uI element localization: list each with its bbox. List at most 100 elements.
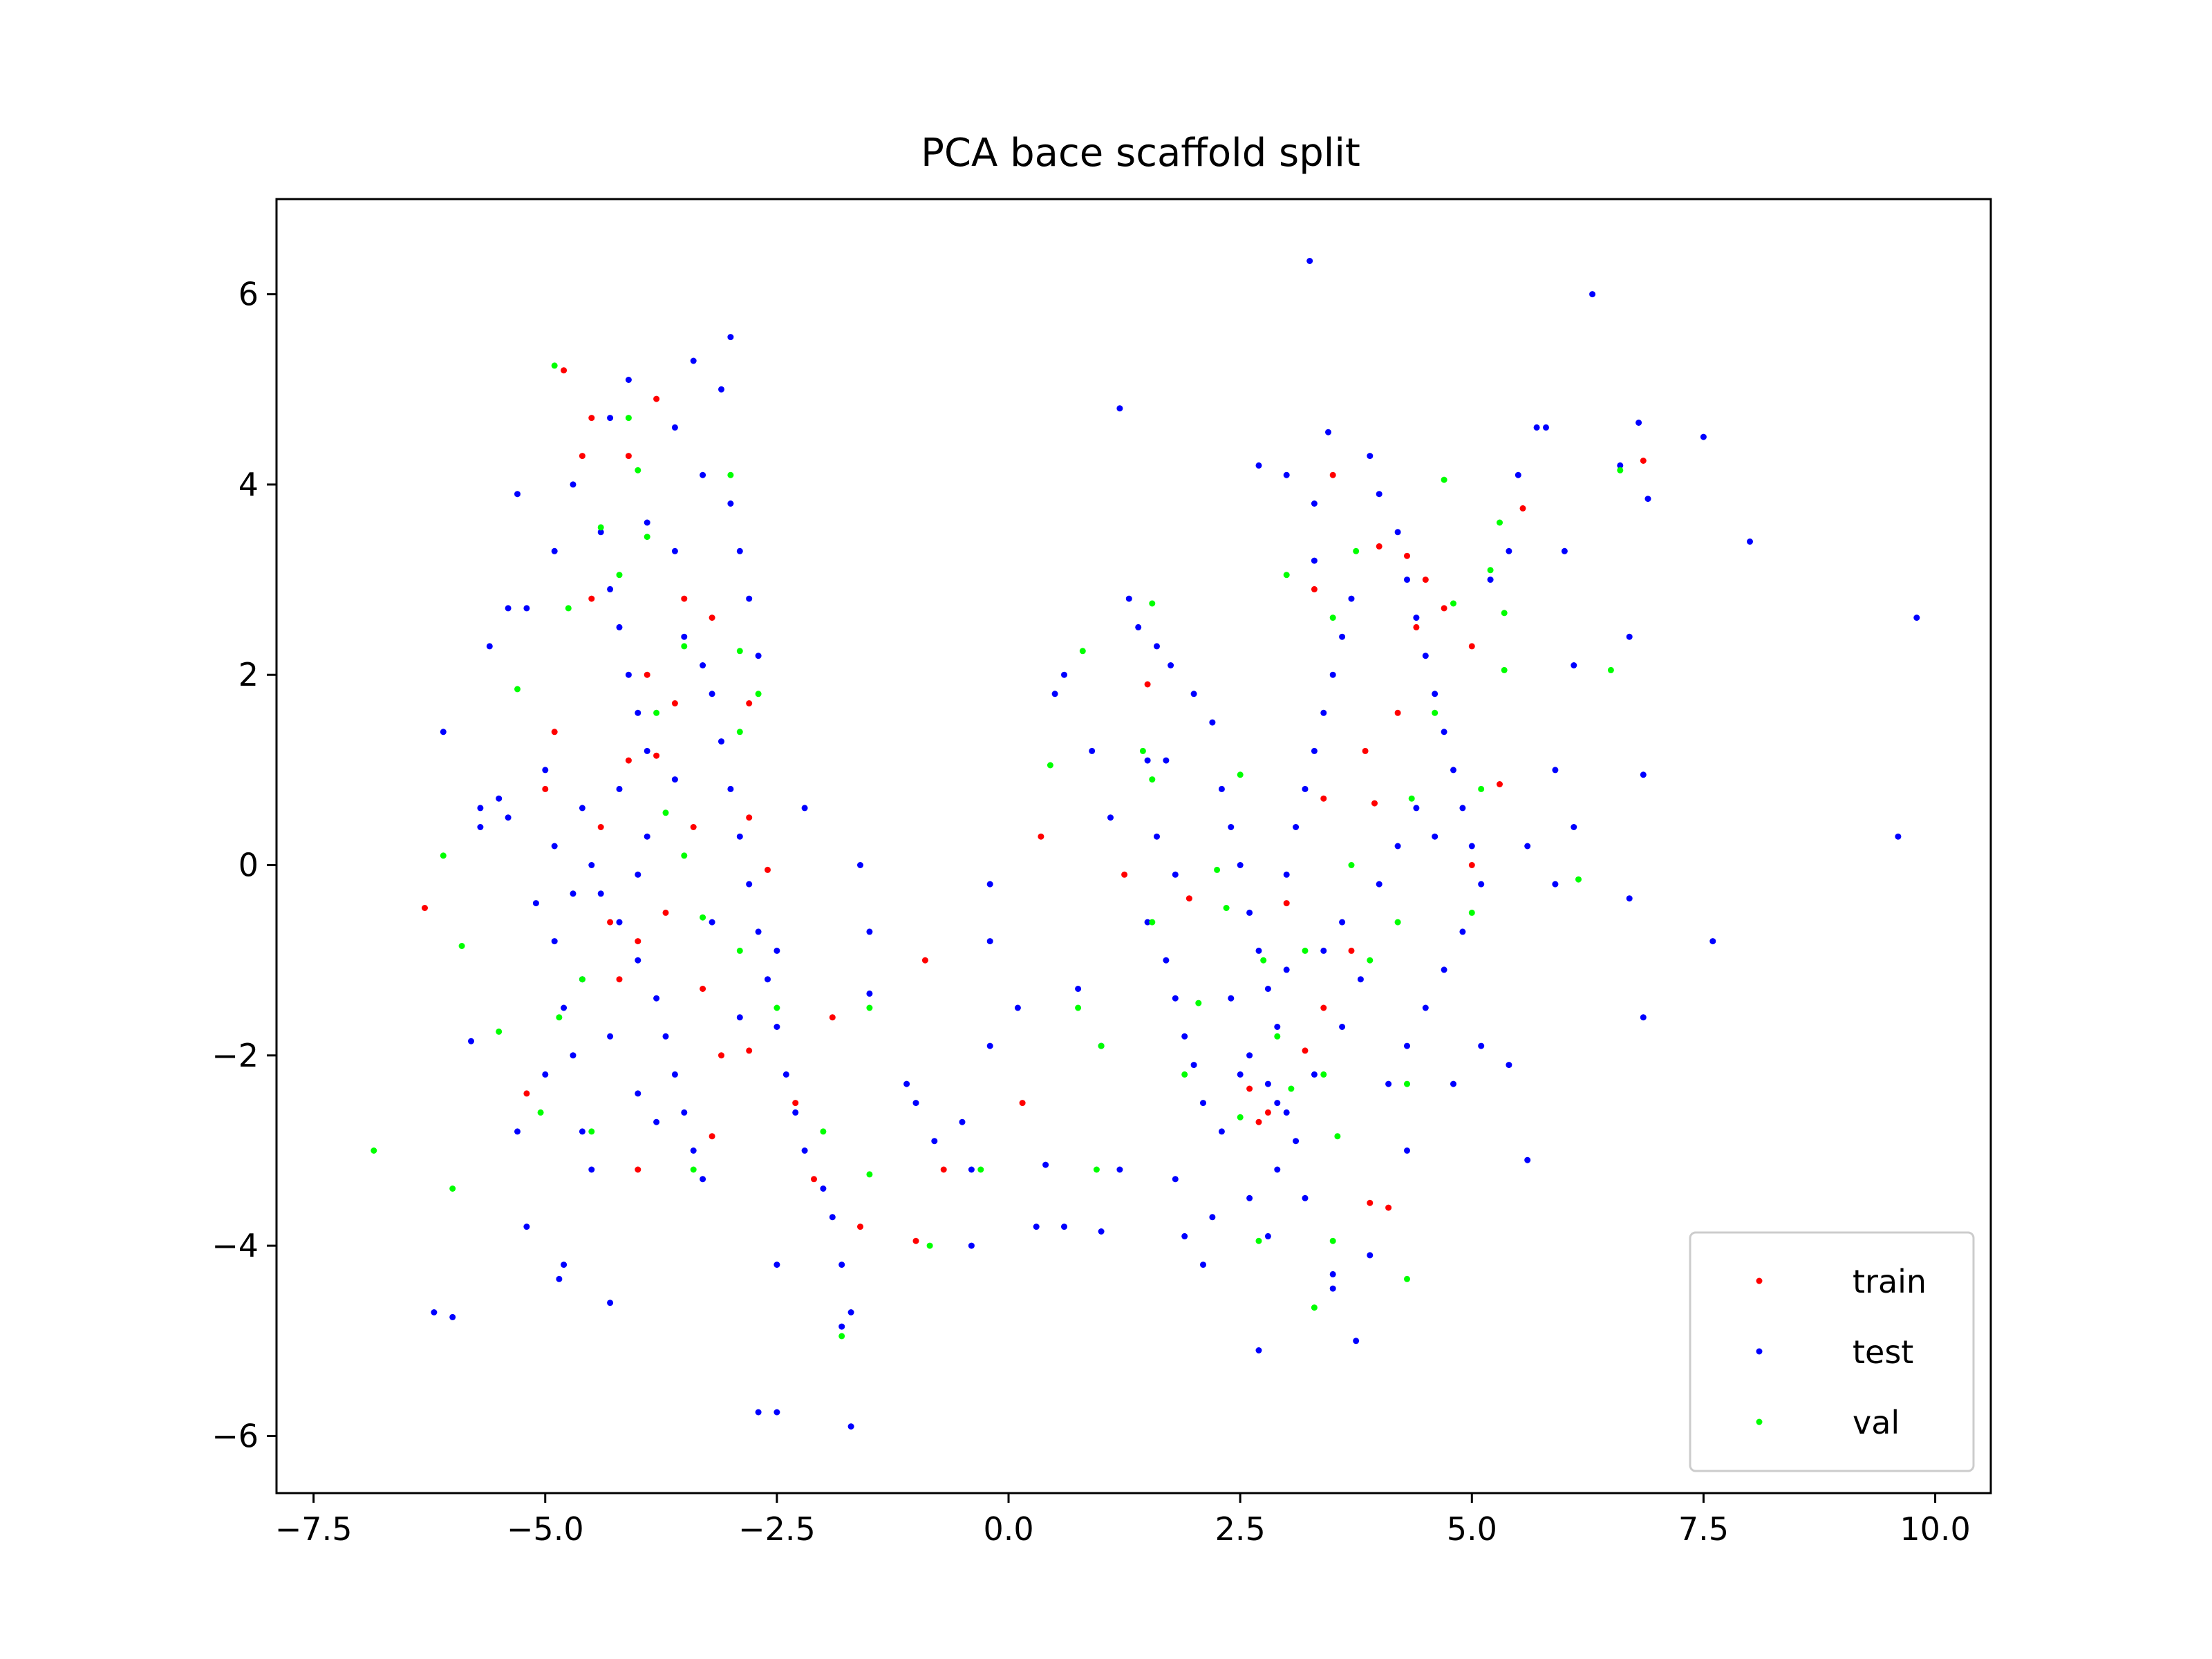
point-val-66: [1408, 795, 1415, 802]
point-test-188: [1700, 433, 1707, 440]
point-test-1: [449, 1313, 456, 1320]
point-test-94: [1125, 595, 1132, 602]
point-train-47: [1320, 795, 1327, 802]
point-val-61: [1353, 547, 1360, 554]
point-test-149: [1394, 529, 1401, 536]
point-val-78: [1617, 467, 1624, 474]
point-test-97: [1168, 662, 1174, 668]
point-test-153: [1432, 691, 1438, 697]
point-test-37: [700, 1176, 706, 1183]
point-test-210: [523, 605, 530, 612]
point-test-87: [1089, 747, 1096, 754]
point-test-82: [1042, 1161, 1049, 1168]
point-test-203: [1218, 1128, 1225, 1135]
point-val-23: [736, 648, 743, 655]
point-train-8: [597, 824, 604, 830]
point-test-163: [1385, 1080, 1392, 1087]
point-test-135: [1293, 824, 1300, 830]
y-tick-label: 2: [238, 656, 259, 693]
point-val-42: [1149, 919, 1156, 926]
point-test-224: [514, 1128, 521, 1135]
point-test-121: [1246, 1052, 1253, 1059]
point-test-185: [1644, 496, 1651, 503]
point-test-75: [959, 1118, 966, 1125]
y-tick-label: 6: [238, 276, 259, 313]
point-test-79: [986, 938, 993, 945]
point-test-189: [1709, 938, 1716, 945]
legend-label-train: train: [1853, 1263, 1927, 1300]
point-test-198: [1450, 1080, 1456, 1087]
point-val-75: [1501, 610, 1508, 617]
point-test-110: [1209, 1214, 1216, 1221]
point-val-26: [755, 691, 762, 697]
point-train-32: [829, 1014, 836, 1021]
point-test-25: [635, 709, 641, 716]
point-val-63: [1394, 919, 1401, 926]
point-test-19: [607, 1300, 614, 1306]
point-train-39: [1121, 871, 1128, 878]
point-test-65: [755, 1409, 762, 1416]
point-test-114: [1218, 785, 1225, 792]
point-test-41: [625, 377, 632, 383]
point-test-228: [635, 871, 641, 878]
point-val-56: [1320, 1071, 1327, 1078]
point-test-170: [1487, 577, 1494, 583]
point-val-20: [681, 852, 688, 859]
point-train-21: [690, 824, 697, 830]
point-test-30: [616, 919, 623, 926]
point-val-15: [635, 467, 641, 474]
legend-marker-test: [1756, 1348, 1763, 1355]
y-tick-label: 4: [238, 466, 259, 503]
point-test-227: [616, 785, 623, 792]
point-test-69: [857, 862, 863, 868]
point-train-29: [765, 866, 771, 873]
point-test-214: [644, 519, 650, 526]
point-test-222: [653, 1118, 660, 1125]
legend-label-val: val: [1853, 1404, 1900, 1441]
point-test-137: [1311, 747, 1318, 754]
point-test-147: [1367, 453, 1374, 460]
point-test-22: [607, 585, 614, 592]
point-test-103: [1163, 957, 1170, 964]
y-tick-label: −6: [212, 1417, 259, 1454]
point-test-180: [1571, 824, 1577, 830]
point-train-6: [588, 415, 595, 422]
point-test-100: [1154, 833, 1160, 840]
point-test-52: [746, 881, 753, 888]
point-val-67: [1432, 709, 1438, 716]
point-test-64: [774, 1262, 780, 1268]
point-test-187: [1640, 1014, 1647, 1021]
point-train-12: [625, 757, 632, 764]
point-test-92: [1098, 1228, 1105, 1235]
point-train-1: [523, 1090, 530, 1097]
point-test-182: [1626, 895, 1633, 902]
point-test-171: [1506, 547, 1512, 554]
point-test-32: [653, 995, 660, 1002]
point-test-83: [1061, 1224, 1067, 1230]
point-val-13: [616, 572, 623, 579]
point-test-181: [1617, 462, 1624, 469]
point-test-9: [542, 767, 549, 774]
point-test-61: [838, 1262, 845, 1268]
point-val-31: [866, 1004, 873, 1011]
point-test-8: [496, 795, 503, 802]
point-test-15: [579, 1128, 585, 1135]
point-val-74: [1501, 666, 1508, 673]
point-train-44: [1283, 900, 1290, 907]
point-test-167: [1394, 843, 1401, 850]
point-test-28: [588, 862, 595, 868]
point-test-174: [1543, 424, 1549, 431]
point-val-18: [662, 809, 669, 816]
point-test-213: [607, 415, 614, 422]
point-test-212: [570, 481, 577, 488]
point-test-107: [1200, 1100, 1206, 1107]
point-test-81: [986, 1042, 993, 1049]
point-train-40: [1144, 681, 1151, 688]
point-train-9: [607, 919, 614, 926]
point-train-3: [551, 729, 558, 735]
point-test-219: [644, 833, 650, 840]
point-test-128: [1255, 1347, 1262, 1353]
point-val-22: [727, 471, 734, 478]
point-test-98: [1163, 757, 1170, 764]
point-train-42: [1246, 1085, 1253, 1092]
